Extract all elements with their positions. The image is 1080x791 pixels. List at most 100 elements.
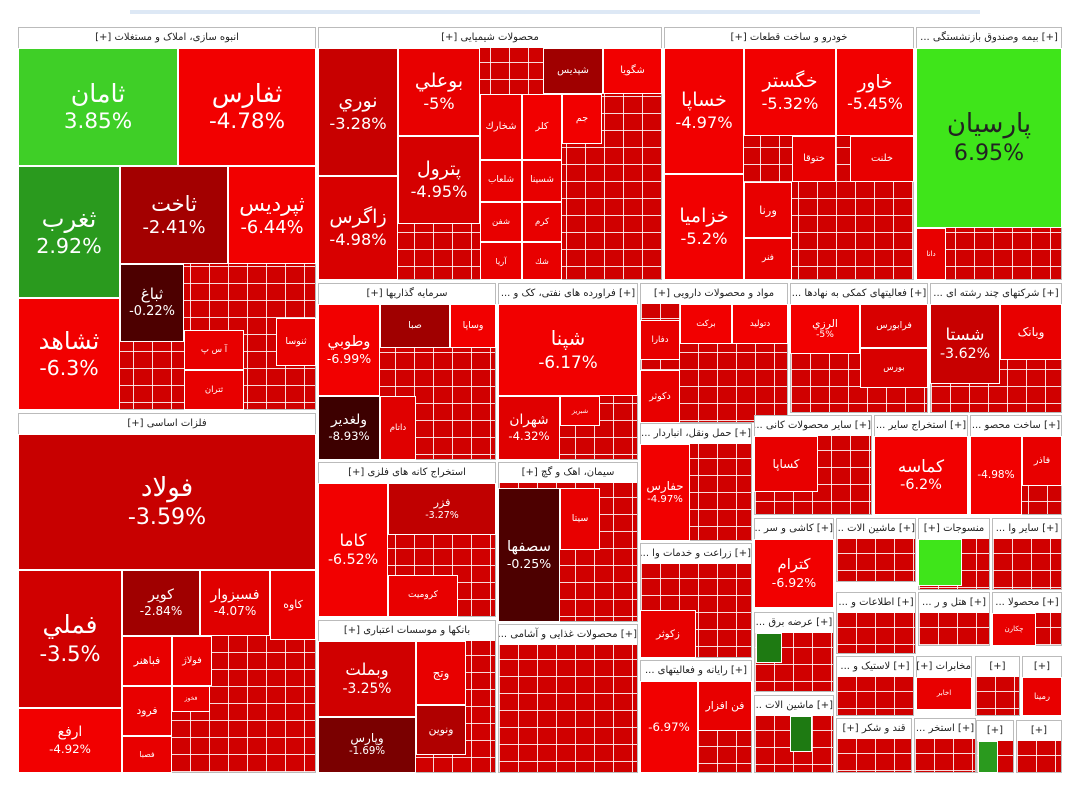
stock-tile[interactable]: ثنوسا [276,318,316,366]
stock-tile[interactable]: خلنت [850,136,914,182]
stock-change: -2.41% [142,216,206,238]
stock-tile[interactable]: ثپرديس -6.44% [228,166,316,264]
stock-tile[interactable]: فسبزوار -4.07% [200,570,270,636]
stock-tile[interactable]: اخابر [916,677,972,710]
stock-name: چکارن [1004,624,1024,634]
stock-tile[interactable]: فزر -3.27% [388,483,496,535]
stock-tile[interactable]: آريا [480,242,522,280]
stock-tile[interactable]: ختوقا [792,136,836,182]
stock-tile[interactable]: شفن [480,202,522,242]
sector: [+] [1016,720,1062,773]
stock-tile[interactable]: رمينا [1022,677,1062,716]
stock-tile[interactable]: فباهنر [122,636,172,686]
stock-tile[interactable] [918,539,962,586]
stock-tile[interactable]: شلعاب [480,160,522,202]
stock-tile[interactable]: زکوثر [640,610,696,658]
stock-tile[interactable]: -4.98% [970,436,1022,515]
stock-tile[interactable]: کترام -6.92% [754,539,834,608]
stock-tile[interactable]: آ س پ [184,330,244,370]
stock-tile[interactable]: شبريز [560,396,600,426]
stock-tile[interactable]: فصبا [122,736,172,773]
stock-name: کاوه [283,598,303,612]
stock-name: فزر [433,496,451,510]
stock-tile[interactable]: خگستر -5.32% [744,48,836,136]
stock-tile[interactable]: خزاميا -5.2% [664,174,744,280]
stock-tile[interactable] [756,633,782,663]
stock-tile[interactable]: دانا [916,228,946,280]
stock-tile[interactable]: برکت [680,304,732,344]
stock-tile[interactable] [790,716,812,752]
stock-tile[interactable]: الرزي -5% [790,304,860,354]
stock-tile[interactable]: ثفارس -4.78% [178,48,316,166]
stock-tile[interactable]: شگويا [603,48,662,94]
stock-tile[interactable]: کاما -6.52% [318,483,388,617]
stock-tile[interactable]: ارفع -4.92% [18,708,122,773]
stock-tile[interactable]: -6.97% [640,681,698,773]
stock-tile[interactable] [978,741,998,773]
stock-tile[interactable]: حفارس -4.97% [640,444,690,541]
stock-tile[interactable]: ثامان 3.85% [18,48,178,166]
stock-tile[interactable]: خاور -5.45% [836,48,914,136]
stock-tile[interactable]: فن افزار [698,681,752,731]
stock-tile[interactable]: پارسيان 6.95% [916,48,1062,228]
stock-tile[interactable]: نوري -3.28% [318,48,398,176]
stock-tile[interactable]: وپارس -1.69% [318,717,416,773]
stock-change: 2.92% [36,234,102,259]
stock-tile[interactable]: دفارا [640,320,680,360]
stock-tile[interactable]: فاذر [1022,436,1062,486]
stock-tile[interactable]: وبملت -3.25% [318,641,416,717]
stock-tile[interactable]: کلر [522,94,562,160]
stock-tile[interactable]: زاگرس -4.98% [318,176,398,280]
stock-tile[interactable]: دکوثر [640,370,680,423]
stock-tile[interactable]: ورنا [744,182,792,238]
sector-title: [+] ماشین الات ... [837,519,915,539]
stock-tile[interactable]: داتام [380,396,416,460]
stock-tile[interactable]: شك [522,242,562,280]
stock-name: فصبا [139,749,155,759]
stock-tile[interactable]: سصفها -0.25% [498,488,560,622]
stock-tile[interactable]: بوعلي -5% [398,48,480,136]
stock-tile[interactable]: فخوز [172,686,210,712]
stock-tile[interactable]: دتوليد [732,304,788,344]
stock-name: برکت [696,318,716,329]
stock-tile[interactable]: وتج [416,641,466,705]
stock-tile[interactable]: ثباغ -0.22% [120,264,184,342]
stock-tile[interactable]: فرود [122,686,172,736]
stock-name: کترام [777,556,811,574]
stock-tile[interactable]: جم [562,94,602,144]
stock-tile[interactable]: سيتا [560,488,600,550]
stock-tile[interactable]: صبا [380,304,450,348]
stock-tile[interactable]: کروميت [388,575,458,617]
stock-tile[interactable]: ونوين [416,705,466,755]
stock-tile[interactable]: ثاخت -2.41% [120,166,228,264]
stock-tile[interactable]: چکارن [992,613,1036,646]
stock-tile[interactable]: ولغدير -8.93% [318,396,380,460]
stock-tile[interactable]: فولاژ [172,636,212,686]
stock-tile[interactable]: شپنا -6.17% [498,304,638,396]
stock-tile[interactable]: کماسه -6.2% [874,436,968,515]
stock-tile[interactable]: وساپا [450,304,496,348]
stock-tile[interactable]: پترول -4.95% [398,136,480,224]
stock-tile[interactable]: وبانک [1000,304,1062,360]
sector: [+] هتل و ر ... [918,592,990,646]
stock-tile[interactable]: فنر [744,238,792,280]
stock-tile[interactable]: ثتران [184,370,244,410]
sector-title: انبوه سازی، املاک و مستغلات [+] [19,28,315,48]
stock-tile[interactable]: بورس [860,348,928,388]
stock-tile[interactable]: کرم [522,202,562,242]
stock-tile[interactable]: شپديس [543,48,603,94]
stock-tile[interactable]: کاوه [270,570,316,640]
stock-tile[interactable]: فولاد -3.59% [18,434,316,570]
stock-tile[interactable]: فملي -3.5% [18,570,122,708]
stock-tile[interactable]: ثغرب 2.92% [18,166,120,298]
stock-tile[interactable]: وطوبي -6.99% [318,304,380,396]
stock-tile[interactable]: شسينا [522,160,562,202]
stock-tile[interactable]: ثشاهد -6.3% [18,298,120,410]
stock-tile[interactable]: شستا -3.62% [930,304,1000,384]
stock-tile[interactable]: شخارك [480,94,522,160]
stock-tile[interactable]: فرابورس [860,304,928,348]
stock-tile[interactable]: خساپا -4.97% [664,48,744,174]
stock-tile[interactable]: کساپا [754,436,818,492]
stock-tile[interactable]: شهران -4.32% [498,396,560,460]
stock-tile[interactable]: کوير -2.84% [122,570,200,636]
